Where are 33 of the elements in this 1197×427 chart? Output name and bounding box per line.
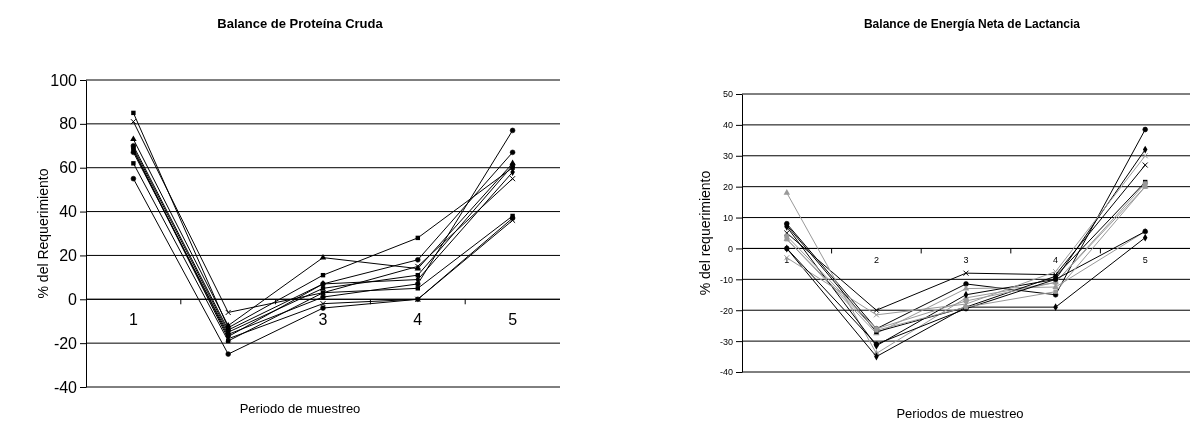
y-tick-label: 30	[722, 151, 733, 162]
y-tick-label: -20	[719, 305, 733, 316]
x-tick-label: 4	[1053, 254, 1059, 265]
x-tick-label: 3	[963, 254, 969, 265]
y-tick-label: 100	[50, 71, 78, 89]
y-tick-label: 40	[722, 120, 733, 131]
y-tick-label: 0	[727, 243, 733, 254]
y-tick-label: -20	[53, 334, 78, 352]
y-tick-label: -40	[53, 378, 78, 396]
x-tick-label: 5	[1142, 254, 1148, 265]
chart-title: Balance de Proteína Cruda	[217, 16, 384, 31]
x-tick-label: 1	[784, 254, 790, 265]
y-tick-label: 50	[722, 89, 733, 100]
y-tick-label: 40	[59, 203, 78, 221]
y-tick-label: 10	[722, 212, 733, 223]
y-axis-title: % del requerimiento	[697, 170, 713, 296]
x-tick-label: 2	[873, 254, 879, 265]
y-tick-label: 20	[722, 182, 733, 193]
x-tick-label: 5	[508, 311, 518, 329]
x-axis-title: Periodos de muestreo	[896, 406, 1024, 421]
x-tick-label: 3	[318, 311, 328, 329]
y-tick-label: 80	[59, 115, 78, 133]
y-tick-label: -30	[719, 336, 733, 347]
y-axis-title: % del Requerimiento	[35, 168, 51, 299]
y-tick-label: -40	[719, 367, 733, 378]
y-tick-label: 20	[59, 247, 78, 265]
chart-title: Balance de Energía Neta de Lactancia	[863, 17, 1081, 31]
x-axis-title: Periodo de muestreo	[239, 401, 361, 416]
y-tick-label: 60	[59, 159, 78, 177]
x-tick-label: 4	[413, 311, 423, 329]
x-tick-label: 1	[128, 311, 138, 329]
y-tick-label: 0	[68, 290, 78, 308]
y-tick-label: -10	[719, 274, 733, 285]
